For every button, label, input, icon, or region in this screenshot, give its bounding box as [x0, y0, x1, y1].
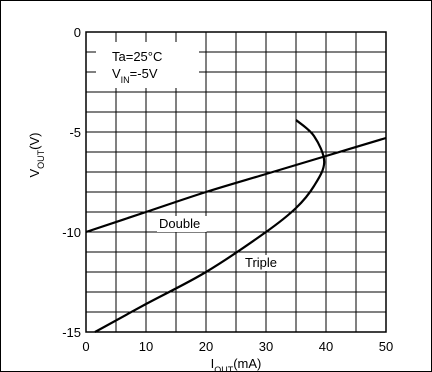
series-label-triple: Triple	[245, 255, 277, 270]
series-line-double	[85, 136, 387, 234]
conditions-box	[96, 42, 199, 88]
condition-text: Ta=25°C	[112, 49, 162, 64]
series-label-bg	[157, 216, 207, 232]
x-tick-label: 30	[259, 339, 273, 354]
y-tick-label: -15	[62, 325, 81, 340]
tick-labels: 0 10 20 30 40 50 0 -5 -10 -15	[62, 25, 393, 354]
x-axis-label: IOUT(mA)	[211, 356, 262, 371]
y-tick-label: -10	[62, 225, 81, 240]
plot-frame	[85, 31, 387, 333]
series-label-double: Double	[159, 216, 200, 231]
y-tick-label: -5	[69, 125, 81, 140]
grid-layer	[85, 31, 387, 333]
x-tick-label: 0	[82, 339, 89, 354]
x-tick-label: 20	[199, 339, 213, 354]
x-tick-label: 50	[379, 339, 393, 354]
x-tick-label: 40	[319, 339, 333, 354]
x-tick-label: 10	[139, 339, 153, 354]
series-layer	[85, 119, 387, 333]
label-layer: Double Triple IOUT(mA) VOUT(V)	[27, 132, 293, 371]
series-line-triple	[94, 119, 326, 333]
y-axis-label: VOUT(V)	[27, 132, 46, 177]
series-label-bg	[243, 255, 293, 271]
y-tick-label: 0	[74, 25, 81, 40]
condition-text: VIN=-5V	[112, 66, 158, 85]
conditions-legend: Ta=25°C VIN=-5V	[96, 42, 199, 88]
